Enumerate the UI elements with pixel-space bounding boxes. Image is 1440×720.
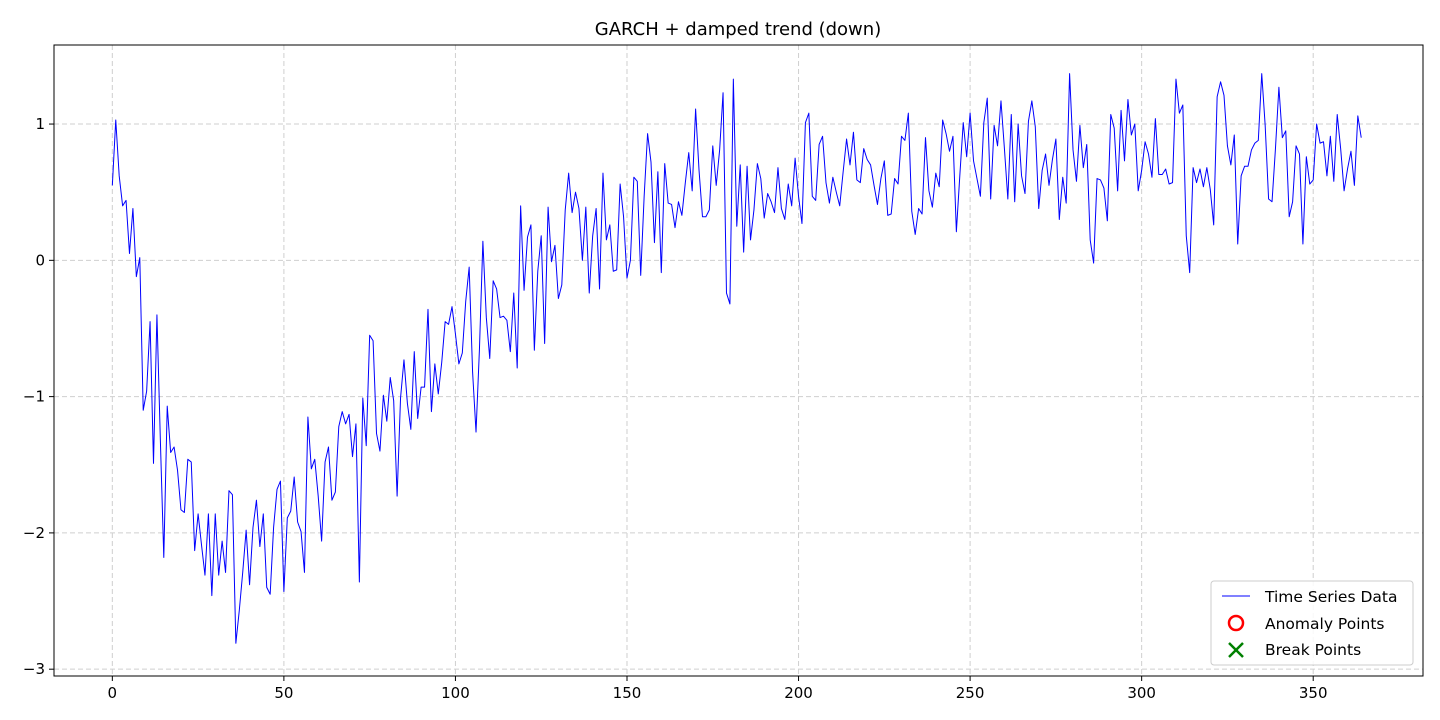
legend-x-marker <box>1228 642 1244 658</box>
y-tick-label: −2 <box>23 524 45 542</box>
y-tick-label: −1 <box>23 388 45 406</box>
y-tick-label: 0 <box>35 251 45 269</box>
x-tick-label: 350 <box>1299 684 1328 702</box>
x-tick-label: 50 <box>274 684 293 702</box>
x-tick-label: 300 <box>1127 684 1156 702</box>
plot-content <box>111 73 1362 644</box>
x-axis: 0 50 100 150 200 250 300 350 <box>108 676 1328 702</box>
legend-circle-marker <box>1227 614 1245 632</box>
x-tick-label: 150 <box>613 684 642 702</box>
legend-label-break: Break Points <box>1265 641 1361 659</box>
y-tick-label: 1 <box>35 115 45 133</box>
y-axis: −3 −2 −1 0 1 <box>23 115 54 678</box>
legend-label-series: Time Series Data <box>1264 588 1397 606</box>
y-tick-label: −3 <box>23 660 45 678</box>
x-tick-label: 200 <box>784 684 813 702</box>
x-tick-label: 250 <box>956 684 985 702</box>
grid <box>54 45 1423 676</box>
plot-frame <box>53 44 1424 677</box>
chart-title: GARCH + damped trend (down) <box>595 19 881 40</box>
legend-box <box>1210 580 1414 666</box>
legend: Time Series Data Anomaly Points Break Po… <box>1210 580 1414 666</box>
x-tick-label: 100 <box>441 684 470 702</box>
x-tick-label: 0 <box>108 684 118 702</box>
series-line <box>111 73 1362 644</box>
legend-label-anomaly: Anomaly Points <box>1265 615 1384 633</box>
